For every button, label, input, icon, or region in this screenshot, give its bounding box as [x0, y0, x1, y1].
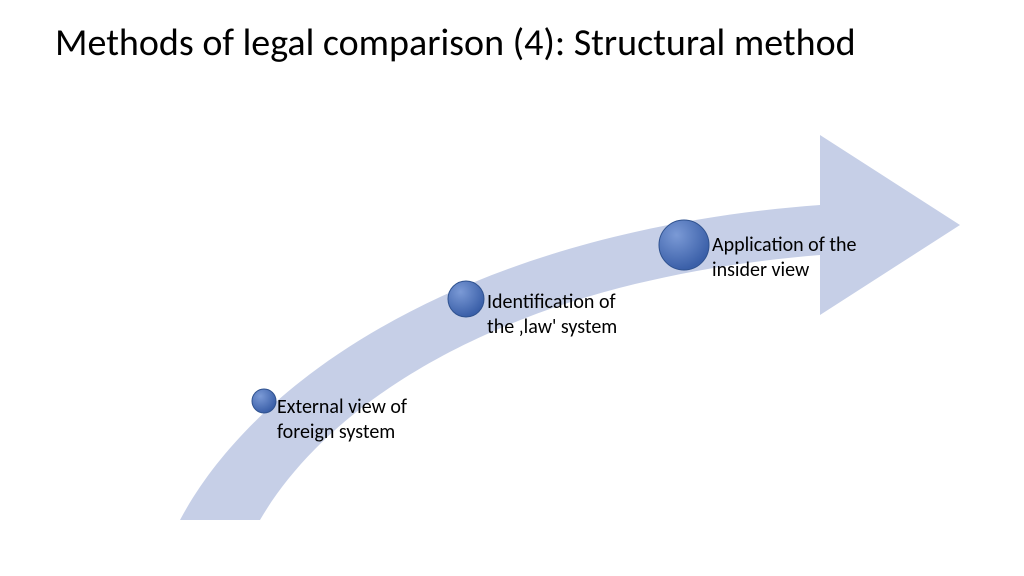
step-label-2: Identification of the ‚law' system	[487, 290, 637, 340]
step-label-3: Application of the insider view	[712, 233, 862, 283]
step-dot-1	[252, 389, 276, 413]
step-label-1: External view of foreign system	[277, 395, 427, 445]
step-dot-3	[659, 220, 709, 270]
step-dot-2	[448, 281, 484, 317]
diagram-canvas	[0, 0, 1024, 576]
